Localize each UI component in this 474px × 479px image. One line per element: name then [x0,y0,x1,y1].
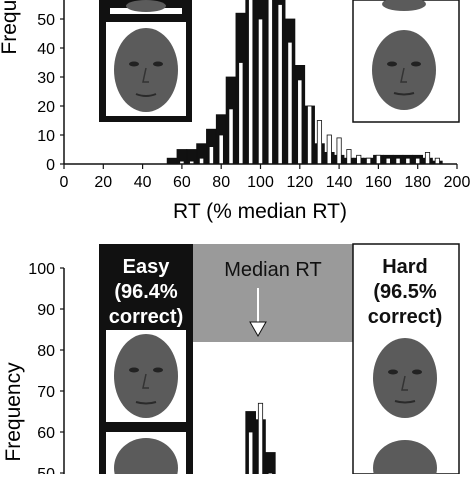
hard-label-line3: correct) [368,306,442,328]
easy-label-line2: (96.4% [114,281,178,303]
y-tick-label: 30 [37,70,55,87]
bar-hard [277,4,283,165]
bar-hard [326,134,332,165]
x-tick-label: 80 [212,174,230,191]
easy-label-line3: correct) [109,306,183,328]
bar-easy [265,452,276,479]
bar-hard [248,0,254,165]
median-arrow-icon [249,288,267,338]
median-rt-label: Median RT [224,259,321,281]
bottom-bars [245,402,276,479]
face-image [373,440,437,479]
bar-hard [366,157,372,165]
easy-panel: Easy (96.4% correct) [99,244,193,479]
y-tick-label: 40 [37,41,55,58]
x-tick-label: 40 [134,174,152,191]
x-tick-label: 160 [365,174,392,191]
bottom-ylabel: Frequency [2,362,25,462]
y-tick-label: 60 [37,425,55,442]
hard-panel: Hard (96.5% correct) [352,243,460,479]
hard-label-line2: (96.5% [373,281,437,303]
bar-hard [424,151,431,165]
x-tick-label: 180 [404,174,431,191]
top-x-ticks: 0 20 40 60 80 100 120 140 160 180 200 [60,164,471,191]
bar-hard [346,149,352,165]
bottom-panel: Frequency Median RT 50 60 70 80 90 100 Easy (… [2,243,460,479]
median-rt-band [193,244,353,342]
x-tick-label: 0 [60,174,69,191]
x-tick-label: 200 [444,174,471,191]
hard-label-line1: Hard [382,256,428,278]
x-tick-label: 60 [173,174,191,191]
bar-hard [257,402,264,479]
y-tick-label: 100 [28,261,55,278]
top-hard-face-card [352,0,460,123]
face-image [114,438,178,479]
bar-hard [415,157,421,165]
x-tick-label: 140 [326,174,353,191]
bar-hard [208,146,214,165]
top-bars [166,0,443,165]
y-tick-label: 50 [37,12,55,29]
y-tick-label: 50 [37,466,55,474]
top-y-ticks: 0 10 20 30 40 50 [37,12,64,174]
top-ylabel: Frequency [0,0,21,55]
y-tick-label: 90 [37,302,55,319]
bottom-y-ticks: 50 60 70 80 90 100 [28,261,64,479]
bar-hard [356,154,362,165]
bar-hard [375,154,381,165]
bar-hard [385,157,391,165]
x-tick-label: 100 [247,174,274,191]
bar-hard [257,18,264,165]
x-tick-label: 20 [94,174,112,191]
bar-hard [248,431,254,479]
y-tick-label: 10 [37,128,55,145]
bar-hard [267,0,273,165]
y-tick-label: 20 [37,99,55,116]
bar-hard [395,157,401,165]
y-tick-label: 0 [46,157,55,174]
bar-easy [166,157,178,165]
top-easy-face-card [99,0,192,122]
bar-hard [198,157,205,165]
bar-hard [297,79,303,165]
bar-hard [307,105,313,165]
y-tick-label: 70 [37,384,55,401]
x-tick-label: 120 [286,174,313,191]
bar-hard [218,134,224,165]
easy-label-line1: Easy [123,256,171,278]
y-tick-label: 80 [37,343,55,360]
bar-hard [405,157,411,165]
bar-hard [238,62,244,165]
bar-hard [336,137,342,165]
bar-hard [316,120,323,165]
bar-hard [287,41,293,165]
bar-hard [228,108,234,165]
bar-hard [434,157,440,165]
top-panel: Frequency 0 10 20 30 40 50 0 20 40 60 80 100 120 140… [0,0,470,223]
top-xlabel: RT (% median RT) [173,200,347,223]
